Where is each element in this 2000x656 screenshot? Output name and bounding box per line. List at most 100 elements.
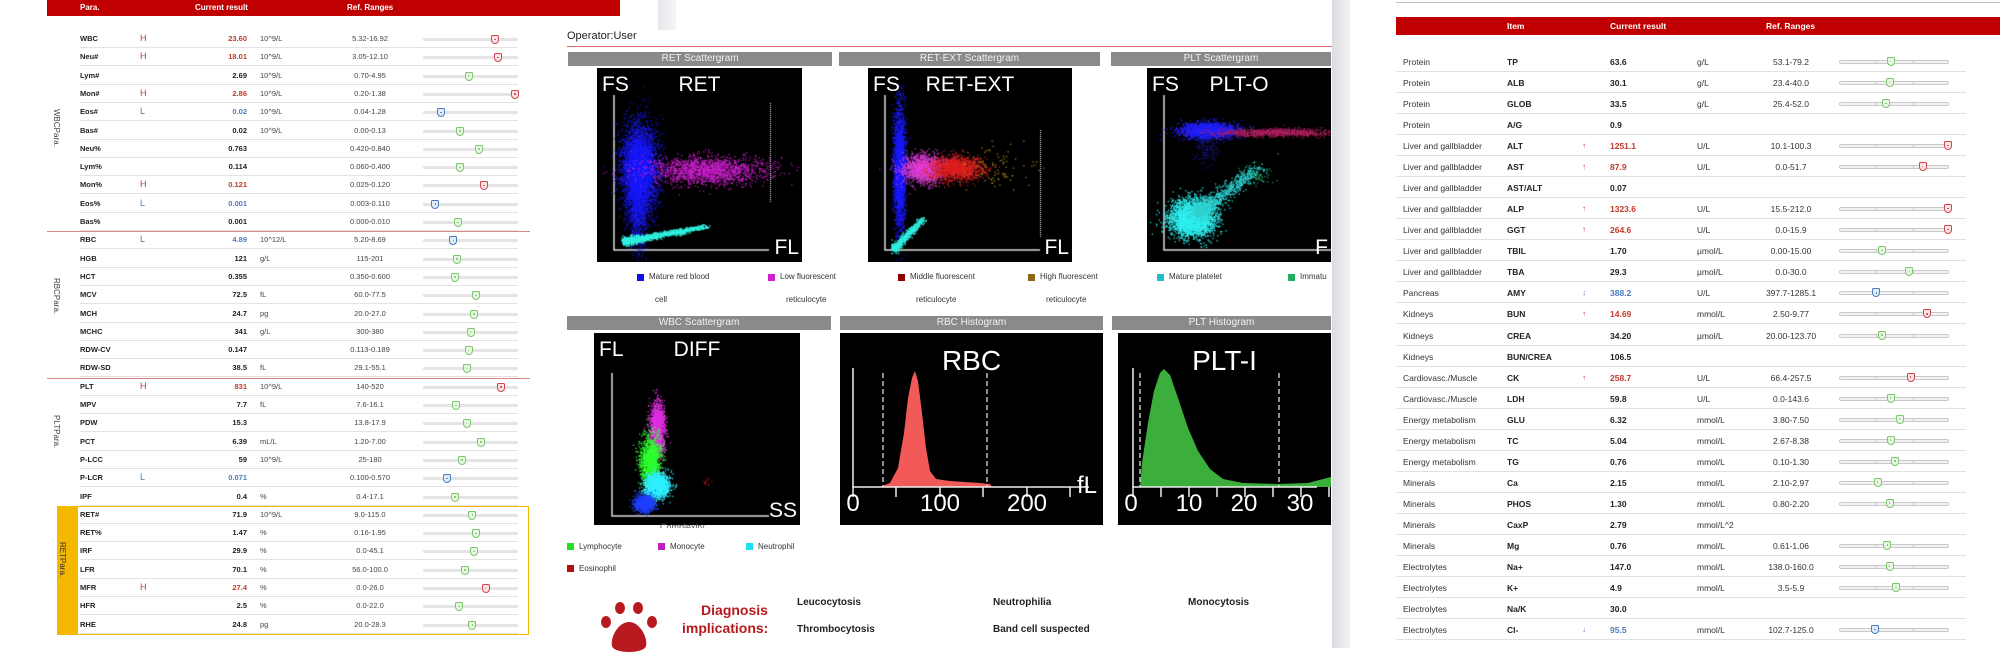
result-value: 1.30	[1610, 498, 1627, 509]
param-name: MCV	[80, 290, 97, 300]
unit: U/L	[1697, 225, 1711, 236]
result-value: 30.0	[1610, 604, 1627, 615]
gauge-tick	[1913, 501, 1914, 506]
plot-title: RET	[678, 73, 721, 96]
ref-range: 23.4-40.0	[1773, 78, 1809, 89]
x-tick-label: 0	[846, 490, 860, 517]
ref-range: 0.0-15.9	[1775, 225, 1807, 236]
category: Protein	[1403, 99, 1430, 110]
unit: %	[260, 564, 267, 574]
range-gauge-track	[423, 568, 518, 572]
table-row: Energy metabolism GLU 6.32 mmol/L 3.80-7.50	[1396, 409, 1966, 430]
table-row: Mon# H 2.86 10^9/L 0.20-1.38	[0, 85, 530, 103]
table-row: Electrolytes K+ 4.9 mmol/L 3.5-5.9	[1396, 577, 1966, 598]
item-name: CK	[1507, 372, 1520, 383]
param-name: RDW-SD	[80, 363, 111, 373]
item-name: AST/ALT	[1507, 183, 1543, 194]
ref-range: 0.003-0.110	[350, 198, 390, 208]
diagnosis-item: Leucocytosis	[797, 597, 861, 608]
range-gauge-marker	[1872, 288, 1881, 298]
unit: 10^9/L	[260, 125, 283, 135]
row-divider	[1396, 533, 1966, 535]
table-row: Liver and gallbladder TBA 29.3 µmol/L 0.0-30…	[1396, 261, 1966, 283]
row-divider	[80, 413, 518, 414]
item-name: CaxP	[1507, 519, 1529, 530]
ref-range: 0.10-1.30	[1773, 456, 1809, 467]
range-gauge-track	[423, 294, 518, 298]
header-ref-ranges: Ref. Ranges	[1766, 21, 1816, 31]
row-divider	[1396, 597, 1966, 598]
table-row: Kidneys BUN ↑ 14.69 mmol/L 2.50-9.77	[1396, 303, 1966, 325]
gauge-tick	[1913, 165, 1914, 170]
item-name: ALP	[1507, 204, 1524, 215]
result-value: 59.8	[1610, 393, 1627, 404]
unit: 10^9/L	[260, 52, 283, 62]
group-label-line: PLT	[52, 415, 61, 430]
result-value: 0.114	[228, 162, 247, 172]
legend-swatch	[1288, 274, 1295, 281]
param-name: P-LCC	[80, 454, 103, 464]
gauge-tick	[1876, 396, 1877, 401]
gauge-tick	[1876, 586, 1877, 590]
category: Kidneys	[1403, 351, 1434, 362]
category: Liver and gallbladder	[1403, 246, 1482, 257]
range-gauge-track	[423, 147, 518, 151]
panel-shadow	[658, 0, 676, 32]
result-value: 0.001	[228, 217, 247, 226]
table-row: Liver and gallbladder ALT ↑ 1251.1 U/L 10.1-1…	[1396, 135, 1966, 157]
histogram-title: PLT-I	[1192, 345, 1257, 376]
result-value: 0.147	[228, 345, 247, 355]
result-value: 87.9	[1610, 162, 1627, 173]
unit: µmol/L	[1697, 246, 1723, 257]
category: Kidneys	[1403, 309, 1434, 320]
range-gauge-marker	[456, 126, 465, 136]
group-label-line: RBC	[52, 277, 61, 295]
range-gauge-track	[423, 239, 518, 243]
table-row: Energy metabolism TC 5.04 mmol/L 2.67-8.38	[1396, 430, 1966, 451]
ref-range: 56.0-100.0	[352, 564, 388, 574]
table-row: P-LCR L 0.071 0.100-0.570	[0, 469, 530, 488]
range-gauge-track	[423, 111, 518, 115]
item-name: AMY	[1507, 288, 1526, 299]
category: Energy metabolism	[1403, 435, 1476, 446]
range-gauge-marker	[1895, 414, 1904, 424]
plot-title: DIFF	[673, 338, 721, 361]
gauge-tick	[1913, 270, 1914, 275]
wbc-scattergram: FL DIFF SS	[594, 333, 800, 525]
result-value: 6.39	[232, 436, 247, 446]
unit: fL	[260, 400, 267, 409]
range-gauge-track	[1839, 270, 1949, 275]
param-name: PCT	[80, 436, 95, 446]
ref-range: 0.113-0.189	[350, 345, 390, 355]
group-label-line: WBC	[52, 109, 61, 128]
x-tick-label: 20	[1230, 490, 1258, 517]
trend-arrow: ↑	[1582, 162, 1586, 172]
legend-label: Immatu	[1300, 272, 1327, 281]
result-value: 38.5	[232, 363, 247, 373]
table-row: MPV 7.7 fL 7.6-16.1	[0, 396, 530, 414]
result-value: 2.15	[1610, 477, 1627, 488]
row-divider	[1396, 618, 1966, 620]
ref-range: 0.0-22.0	[356, 601, 384, 611]
range-gauge-marker	[1905, 267, 1914, 277]
plot-title: RET-EXT	[925, 73, 1015, 96]
param-name: Mon%	[80, 180, 103, 190]
range-gauge-track	[423, 257, 518, 261]
ref-range: 7.6-16.1	[356, 400, 384, 409]
range-gauge-marker	[468, 510, 477, 520]
range-gauge-marker	[454, 218, 463, 227]
result-value: 2.69	[232, 70, 247, 80]
unit: 10^9/L	[260, 34, 283, 43]
header-para: Para.	[80, 3, 100, 12]
unit: 10^12/L	[260, 235, 287, 245]
unit: 10^9/L	[260, 70, 283, 80]
unit: %	[260, 583, 267, 592]
param-name: Lym%	[80, 162, 102, 172]
range-gauge-marker	[1891, 456, 1900, 466]
param-name: WBC	[80, 34, 98, 43]
range-gauge-marker	[496, 382, 505, 392]
plt-histogram-header: PLT Histogram	[1112, 316, 1331, 330]
unit: 10^9/L	[260, 509, 283, 519]
legend-swatch	[898, 274, 905, 281]
table-row: Protein TP 63.6 g/L 53.1-79.2	[1396, 51, 1966, 72]
